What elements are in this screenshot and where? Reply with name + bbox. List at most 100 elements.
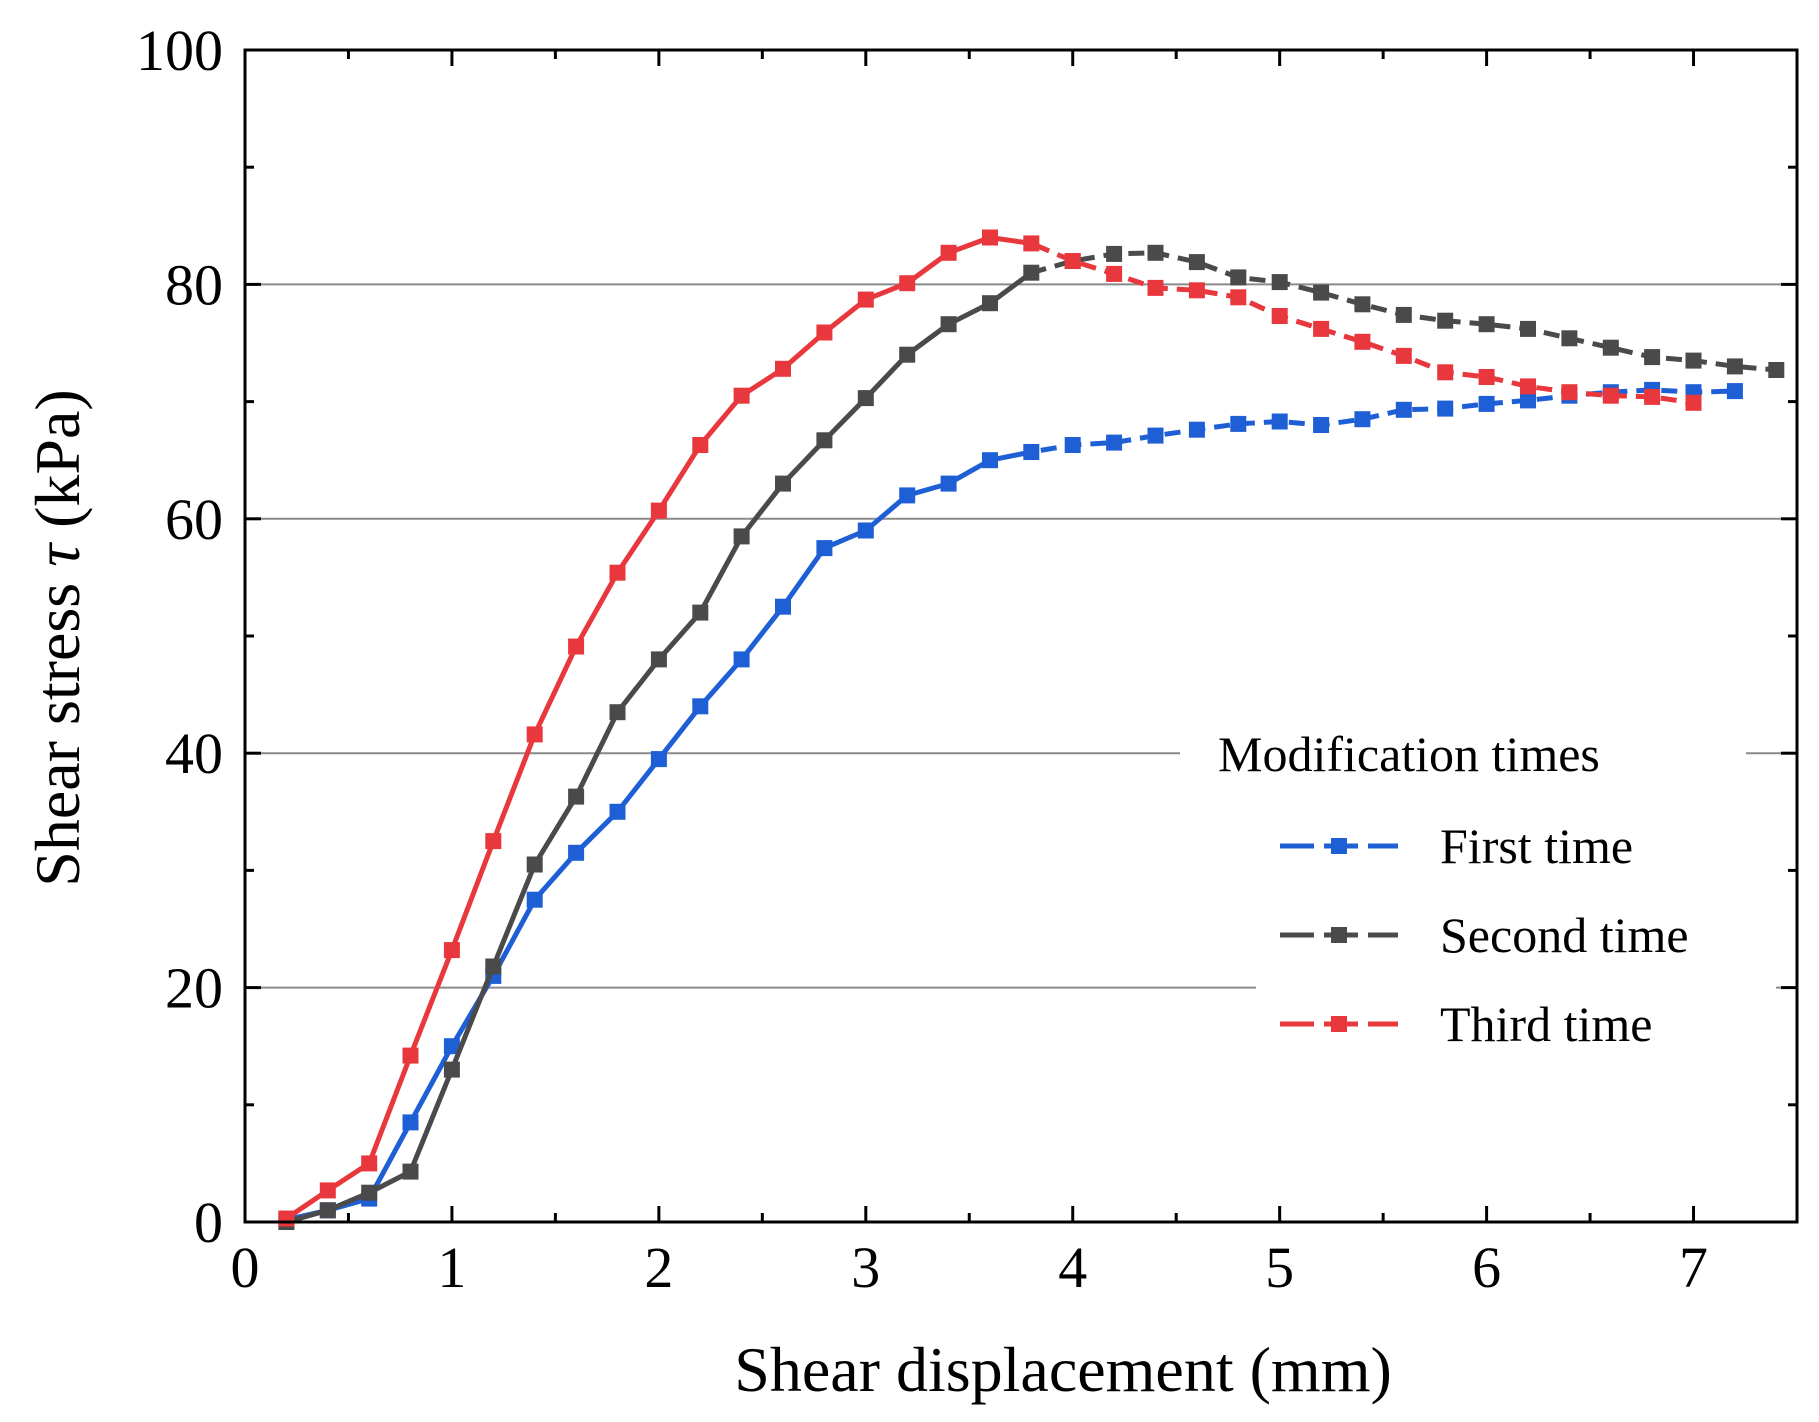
data-point: [1023, 264, 1040, 281]
y-axis-title-main: Shear stress: [22, 567, 93, 887]
legend-label: First time: [1440, 818, 1633, 874]
data-point: [650, 502, 667, 519]
data-point: [1726, 383, 1743, 400]
legend: Modification times First time Second time…: [1218, 726, 1689, 1052]
legend-swatch-marker: [1331, 838, 1347, 854]
legend-label: Third time: [1440, 996, 1652, 1052]
data-point: [1064, 437, 1081, 453]
data-point: [775, 598, 791, 615]
data-point: [775, 360, 791, 377]
data-point: [899, 346, 916, 363]
data-point: [1313, 284, 1330, 301]
data-point: [982, 452, 998, 469]
data-point: [1354, 296, 1371, 313]
tick-labels: 0 1 2 3 4 5 6 7 0 20 40 60 80 100: [136, 18, 1708, 1300]
data-point: [940, 244, 957, 261]
data-point: [899, 487, 916, 504]
data-point: [1644, 349, 1661, 366]
data-point: [1561, 384, 1578, 401]
data-point: [692, 437, 709, 453]
data-point: [940, 316, 957, 333]
data-point: [361, 1184, 378, 1201]
data-point: [692, 604, 709, 621]
data-point: [1395, 401, 1412, 418]
data-point: [1354, 333, 1371, 350]
legend-item-3: Third time: [1280, 996, 1652, 1052]
data-point: [1768, 362, 1785, 378]
data-point: [775, 475, 791, 492]
data-point: [1520, 320, 1536, 337]
data-point: [816, 324, 833, 341]
data-point: [1230, 289, 1247, 306]
data-point: [609, 803, 626, 820]
legend-swatch-marker: [1331, 1016, 1347, 1032]
data-point: [443, 942, 460, 959]
series-2: [278, 244, 1785, 1230]
y-tick-label: 60: [165, 487, 223, 552]
data-point: [692, 698, 709, 715]
data-point: [443, 1038, 460, 1055]
y-axis-title: Shear stress τ (kPa): [22, 389, 93, 886]
data-point: [609, 564, 626, 581]
data-point: [1437, 312, 1454, 329]
data-point: [526, 726, 543, 743]
data-point: [485, 833, 502, 850]
data-point: [402, 1163, 419, 1180]
data-point: [568, 638, 585, 655]
data-point: [1602, 387, 1619, 404]
data-point: [1437, 364, 1454, 381]
x-tick-label: 2: [644, 1235, 673, 1300]
data-point: [1106, 434, 1123, 451]
data-point: [1437, 400, 1454, 417]
x-tick-label: 1: [437, 1235, 466, 1300]
data-point: [982, 229, 998, 246]
data-point: [857, 390, 874, 407]
y-axis-title-unit: (kPa): [22, 389, 93, 544]
data-point: [1023, 235, 1040, 252]
y-tick-label: 80: [165, 252, 223, 317]
series-3: [278, 229, 1702, 1227]
legend-title: Modification times: [1218, 726, 1600, 782]
data-point: [816, 432, 833, 449]
data-point: [1230, 415, 1247, 432]
data-point: [1644, 388, 1661, 405]
data-point: [1230, 269, 1247, 286]
data-point: [1685, 394, 1702, 411]
y-tick-label: 0: [194, 1190, 223, 1255]
data-point: [526, 891, 543, 908]
data-point: [319, 1182, 336, 1199]
ticks: [243, 48, 1799, 1224]
data-point: [485, 958, 502, 975]
data-point: [650, 651, 667, 668]
series-layer: [278, 229, 1785, 1230]
data-point: [526, 856, 543, 873]
data-point: [1106, 265, 1123, 282]
legend-label: Second time: [1440, 907, 1689, 963]
data-point: [1520, 378, 1536, 395]
data-point: [319, 1202, 336, 1219]
data-point: [1685, 352, 1702, 369]
data-point: [1064, 253, 1081, 269]
data-point: [1354, 411, 1371, 428]
data-point: [609, 704, 626, 721]
data-point: [1188, 421, 1205, 438]
data-point: [1023, 444, 1040, 460]
x-axis-title: Shear displacement (mm): [734, 1334, 1392, 1405]
x-tick-label: 5: [1265, 1235, 1294, 1300]
legend-title-background: [1180, 700, 1746, 780]
data-point: [1395, 347, 1412, 364]
legend-swatch-marker: [1331, 927, 1347, 943]
data-point: [1726, 358, 1743, 375]
data-point: [1188, 282, 1205, 299]
data-point: [899, 275, 916, 292]
data-point: [1271, 274, 1288, 291]
data-point: [1313, 417, 1330, 433]
y-tick-label: 20: [165, 956, 223, 1021]
data-point: [568, 844, 585, 861]
x-tick-label: 3: [851, 1235, 880, 1300]
data-point: [982, 295, 998, 312]
data-point: [940, 475, 957, 492]
data-point: [733, 387, 750, 404]
legend-item-2: Second time: [1280, 907, 1689, 963]
